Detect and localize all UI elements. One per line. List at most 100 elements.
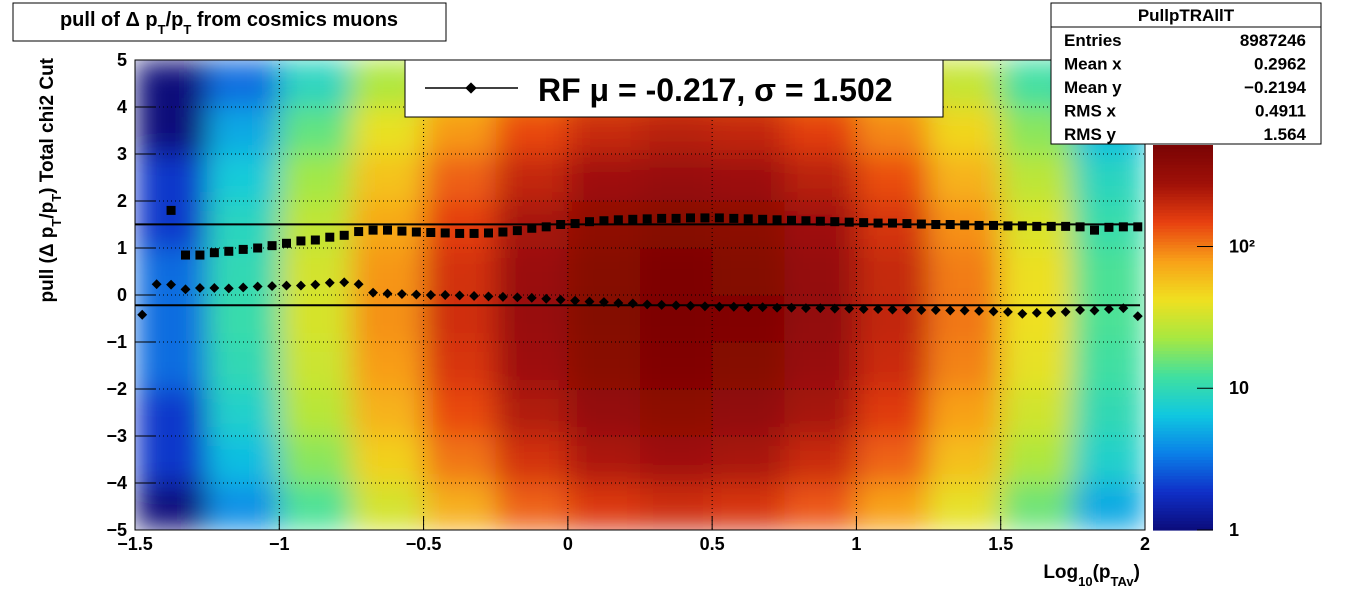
heat-cell — [784, 483, 857, 530]
heat-cell — [712, 436, 785, 484]
square-marker — [657, 213, 667, 223]
color-bar-strip — [1153, 154, 1213, 159]
heat-cell — [712, 248, 785, 296]
color-bar-strip — [1153, 494, 1213, 499]
x-axis-label: Log10(pTAv) — [1043, 562, 1140, 588]
color-bar-strip — [1153, 279, 1213, 284]
diamond-marker — [570, 295, 581, 306]
heat-cell — [856, 342, 930, 390]
title-box — [12, 2, 447, 42]
diamond-marker — [743, 302, 754, 313]
color-bar-strip — [1153, 350, 1213, 355]
heat-cell — [1072, 483, 1145, 530]
square-marker — [1061, 221, 1071, 231]
text-part: T — [158, 22, 166, 37]
heat-cell — [135, 389, 208, 437]
text-part: from cosmics muons — [191, 9, 398, 31]
square-marker — [512, 226, 522, 236]
diamond-marker — [469, 290, 480, 301]
heat-cell — [279, 60, 352, 108]
square-marker — [902, 219, 912, 229]
color-bar-strip — [1153, 244, 1213, 249]
diamond-marker — [1103, 304, 1114, 315]
color-bar-strip — [1153, 440, 1213, 444]
heat-cell — [495, 295, 569, 343]
color-bar-strip — [1153, 151, 1213, 156]
square-marker — [455, 228, 465, 238]
square-marker — [570, 219, 580, 229]
color-bar-strip — [1153, 395, 1213, 400]
square-marker — [1118, 222, 1128, 232]
heat-cell — [856, 389, 930, 437]
square-marker — [700, 213, 710, 223]
heat-cell — [207, 436, 280, 484]
heat-cell — [1000, 295, 1074, 343]
color-bar-strip — [1153, 238, 1213, 242]
heat-cell — [279, 107, 352, 155]
color-bar-strip — [1153, 311, 1213, 316]
square-marker — [411, 227, 421, 237]
diamond-marker — [180, 284, 191, 295]
square-marker — [1003, 221, 1013, 231]
heat-cell — [856, 436, 930, 484]
square-marker — [743, 214, 753, 224]
stats-box: PullpTRAllT Entries 8987246 Mean x 0.2962 Me… — [1050, 2, 1322, 145]
color-bar-strip — [1153, 427, 1213, 432]
color-bar-strip — [1153, 369, 1213, 374]
diamond-marker — [815, 303, 826, 314]
color-bar-strip — [1153, 282, 1213, 287]
diamond-marker — [1046, 307, 1057, 318]
square-marker — [613, 215, 623, 225]
color-bar-strip — [1153, 475, 1213, 480]
square-marker — [166, 205, 176, 215]
square-marker — [989, 220, 998, 230]
heat-cell — [1000, 248, 1074, 296]
heat-cell — [784, 389, 857, 437]
color-bar-strip — [1153, 433, 1213, 438]
heat-cell — [928, 295, 1002, 343]
text-part: Log — [1043, 562, 1078, 583]
color-bar-strip — [1153, 234, 1213, 239]
color-bar-strip — [1153, 218, 1213, 223]
stats-value: 0.2962 — [1254, 55, 1306, 74]
heat-cell — [784, 248, 857, 296]
color-bar-strip — [1153, 478, 1213, 483]
heat-cell — [712, 342, 785, 390]
color-bar-strip — [1153, 353, 1213, 358]
diamond-marker — [1002, 306, 1013, 317]
diamond-marker — [873, 304, 884, 315]
heat-cell — [135, 60, 208, 108]
diamond-marker — [555, 294, 566, 305]
color-bar-strip — [1153, 321, 1213, 326]
color-bar-strip — [1153, 270, 1213, 274]
heat-cell — [279, 436, 352, 484]
z-tick-label: 1 — [1229, 520, 1239, 540]
heat-cell — [1072, 342, 1145, 390]
diamond-marker — [353, 279, 364, 290]
color-bar-strip — [1153, 276, 1213, 281]
color-bar-strip — [1153, 456, 1213, 461]
color-bar-strip — [1153, 193, 1213, 197]
square-marker — [368, 225, 378, 235]
y-tick-label: −4 — [106, 473, 127, 493]
color-bar-strip — [1153, 507, 1213, 512]
color-bar-strip — [1153, 520, 1213, 525]
diamond-marker — [252, 281, 263, 292]
stats-key: RMS x — [1064, 102, 1117, 121]
square-marker — [729, 213, 739, 223]
diamond-marker — [858, 304, 869, 315]
color-bar-strip — [1153, 404, 1213, 409]
color-bar-strip — [1153, 408, 1213, 412]
heat-cell — [712, 154, 785, 202]
heat-cell — [495, 342, 569, 390]
diamond-marker — [1060, 306, 1071, 317]
heat-cell — [207, 483, 280, 530]
legend-label: RF μ = -0.217, σ = 1.502 — [538, 72, 893, 108]
square-marker — [642, 214, 652, 224]
color-bar-strip — [1153, 186, 1213, 191]
square-marker — [224, 246, 234, 256]
color-bar-strip — [1153, 376, 1213, 380]
diamond-marker — [1118, 303, 1129, 314]
diamond-marker — [166, 279, 177, 290]
diamond-marker — [267, 281, 278, 292]
